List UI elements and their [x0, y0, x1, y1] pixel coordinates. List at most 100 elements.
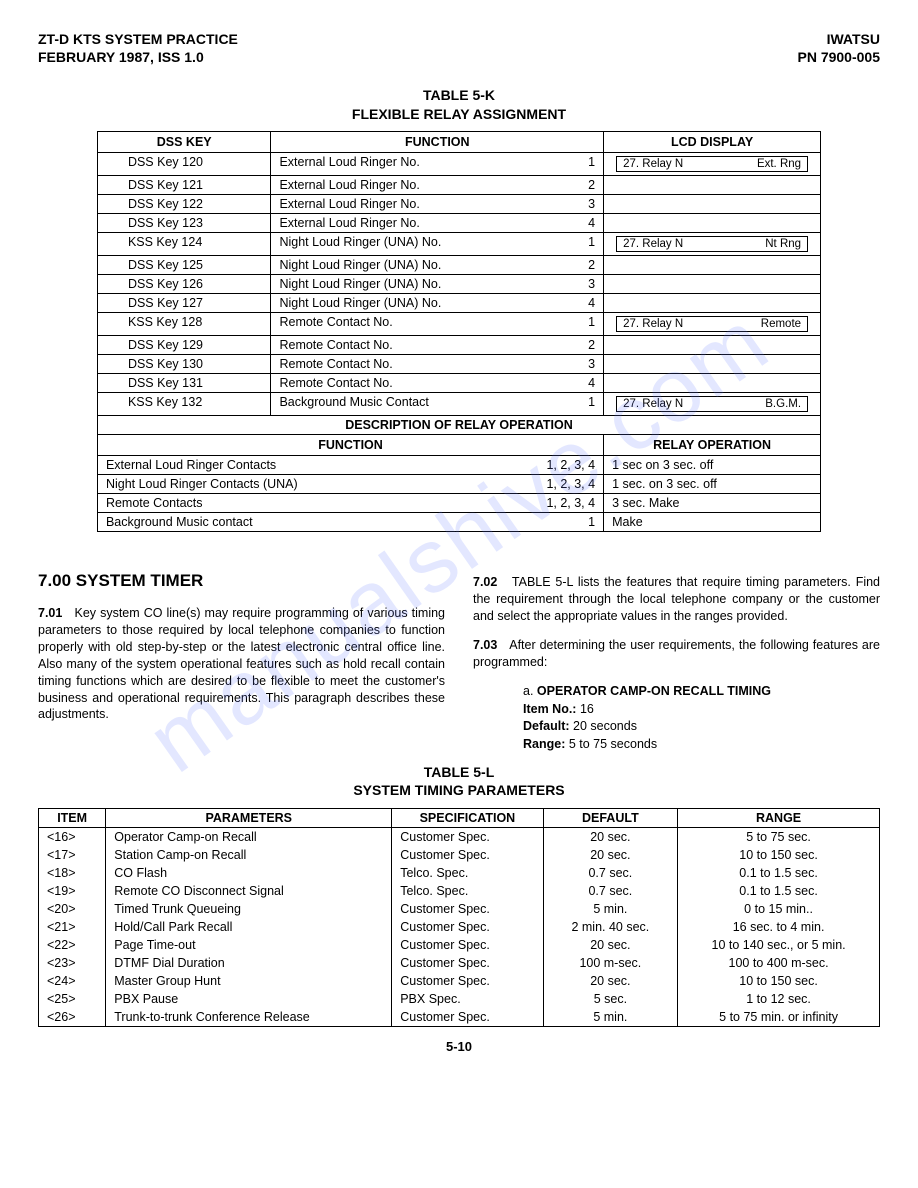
func-cell: Night Loud Ringer (UNA) No.1: [271, 232, 604, 255]
t5l-range: 0.1 to 1.5 sec.: [678, 882, 880, 900]
t5l-range: 10 to 150 sec.: [678, 972, 880, 990]
t5l-item: <16>: [39, 827, 106, 846]
sub-a-range-label: Range:: [523, 737, 565, 751]
t5l-spec: Customer Spec.: [392, 972, 543, 990]
t5l-spec: Customer Spec.: [392, 846, 543, 864]
t5l-item: <23>: [39, 954, 106, 972]
t5l-param: Remote CO Disconnect Signal: [106, 882, 392, 900]
func-cell: Night Loud Ringer (UNA) No.2: [271, 255, 604, 274]
t5l-item: <21>: [39, 918, 106, 936]
t5l-param: PBX Pause: [106, 990, 392, 1008]
section-heading: 7.00 SYSTEM TIMER: [38, 570, 445, 593]
lcd-cell: [604, 354, 821, 373]
t5l-def: 0.7 sec.: [543, 864, 678, 882]
th-dss: DSS KEY: [97, 131, 271, 152]
t5l-spec: Customer Spec.: [392, 954, 543, 972]
t5l-param: Station Camp-on Recall: [106, 846, 392, 864]
t5l-def: 0.7 sec.: [543, 882, 678, 900]
desc-relay-cell: 1 sec on 3 sec. off: [604, 455, 821, 474]
t5l-param: Timed Trunk Queueing: [106, 900, 392, 918]
t5l-def: 2 min. 40 sec.: [543, 918, 678, 936]
th-desc-relay: RELAY OPERATION: [604, 434, 821, 455]
t5l-def: 5 min.: [543, 900, 678, 918]
lcd-box: 27. Relay NRemote: [616, 316, 808, 332]
sub-a-title: OPERATOR CAMP-ON RECALL TIMING: [537, 684, 771, 698]
para-703: 7.03 After determining the user requirem…: [473, 637, 880, 671]
th-spec: SPECIFICATION: [392, 808, 543, 827]
func-cell: External Loud Ringer No.4: [271, 213, 604, 232]
lcd-cell: 27. Relay NExt. Rng: [604, 152, 821, 175]
dss-cell: KSS Key 124: [97, 232, 271, 255]
t5l-def: 100 m-sec.: [543, 954, 678, 972]
func-cell: Remote Contact No.1: [271, 312, 604, 335]
sub-a-label: a.: [523, 684, 533, 698]
t5l-item: <17>: [39, 846, 106, 864]
lcd-cell: 27. Relay NNt Rng: [604, 232, 821, 255]
t5l-range: 0.1 to 1.5 sec.: [678, 864, 880, 882]
header-left-1: ZT-D KTS SYSTEM PRACTICE: [38, 30, 238, 48]
dss-cell: DSS Key 126: [97, 274, 271, 293]
t5l-item: <25>: [39, 990, 106, 1008]
t5l-range: 5 to 75 min. or infinity: [678, 1008, 880, 1027]
t5l-spec: Customer Spec.: [392, 900, 543, 918]
func-cell: External Loud Ringer No.2: [271, 175, 604, 194]
th-item: ITEM: [39, 808, 106, 827]
t5l-range: 0 to 15 min..: [678, 900, 880, 918]
header-left-2: FEBRUARY 1987, ISS 1.0: [38, 48, 238, 66]
lcd-cell: 27. Relay NB.G.M.: [604, 392, 821, 415]
lcd-cell: [604, 255, 821, 274]
dss-cell: KSS Key 132: [97, 392, 271, 415]
table-5k: DSS KEY FUNCTION LCD DISPLAY DSS Key 120…: [97, 131, 821, 532]
table-5l-title-2: SYSTEM TIMING PARAMETERS: [38, 781, 880, 799]
table-5l: ITEM PARAMETERS SPECIFICATION DEFAULT RA…: [38, 808, 880, 1027]
t5l-spec: Customer Spec.: [392, 918, 543, 936]
desc-relay-cell: 1 sec. on 3 sec. off: [604, 474, 821, 493]
table-5l-title-1: TABLE 5-L: [38, 763, 880, 781]
t5l-range: 1 to 12 sec.: [678, 990, 880, 1008]
sub-item-a: a. OPERATOR CAMP-ON RECALL TIMING Item N…: [523, 683, 880, 753]
desc-relay-cell: 3 sec. Make: [604, 493, 821, 512]
para-703-num: 7.03: [473, 638, 497, 652]
th-lcd: LCD DISPLAY: [604, 131, 821, 152]
lcd-cell: 27. Relay NRemote: [604, 312, 821, 335]
dss-cell: DSS Key 122: [97, 194, 271, 213]
desc-header: DESCRIPTION OF RELAY OPERATION: [97, 415, 820, 434]
dss-cell: DSS Key 130: [97, 354, 271, 373]
para-701-num: 7.01: [38, 606, 62, 620]
t5l-item: <19>: [39, 882, 106, 900]
func-cell: Night Loud Ringer (UNA) No.3: [271, 274, 604, 293]
sub-a-item: 16: [580, 702, 594, 716]
t5l-range: 5 to 75 sec.: [678, 827, 880, 846]
t5l-range: 10 to 150 sec.: [678, 846, 880, 864]
table-5k-title: TABLE 5-K FLEXIBLE RELAY ASSIGNMENT: [38, 86, 880, 122]
t5l-def: 20 sec.: [543, 936, 678, 954]
func-cell: Background Music Contact1: [271, 392, 604, 415]
t5l-param: Master Group Hunt: [106, 972, 392, 990]
th-func: FUNCTION: [271, 131, 604, 152]
func-cell: External Loud Ringer No.1: [271, 152, 604, 175]
para-701-text: Key system CO line(s) may require progra…: [38, 606, 445, 721]
table-5l-title: TABLE 5-L SYSTEM TIMING PARAMETERS: [38, 763, 880, 799]
t5l-def: 20 sec.: [543, 972, 678, 990]
dss-cell: DSS Key 120: [97, 152, 271, 175]
dss-cell: DSS Key 125: [97, 255, 271, 274]
para-702: 7.02 TABLE 5-L lists the features that r…: [473, 574, 880, 625]
lcd-box: 27. Relay NB.G.M.: [616, 396, 808, 412]
t5l-item: <26>: [39, 1008, 106, 1027]
lcd-cell: [604, 335, 821, 354]
sub-a-default: 20 seconds: [573, 719, 637, 733]
lcd-cell: [604, 293, 821, 312]
lcd-cell: [604, 213, 821, 232]
desc-relay-cell: Make: [604, 512, 821, 531]
header-right-2: PN 7900-005: [797, 48, 880, 66]
dss-cell: KSS Key 128: [97, 312, 271, 335]
t5l-range: 16 sec. to 4 min.: [678, 918, 880, 936]
t5l-item: <24>: [39, 972, 106, 990]
page-number: 5-10: [38, 1039, 880, 1054]
t5l-param: Page Time-out: [106, 936, 392, 954]
para-701: 7.01 Key system CO line(s) may require p…: [38, 605, 445, 723]
dss-cell: DSS Key 129: [97, 335, 271, 354]
th-range: RANGE: [678, 808, 880, 827]
para-703-text: After determining the user requirements,…: [473, 638, 880, 669]
lcd-box: 27. Relay NNt Rng: [616, 236, 808, 252]
